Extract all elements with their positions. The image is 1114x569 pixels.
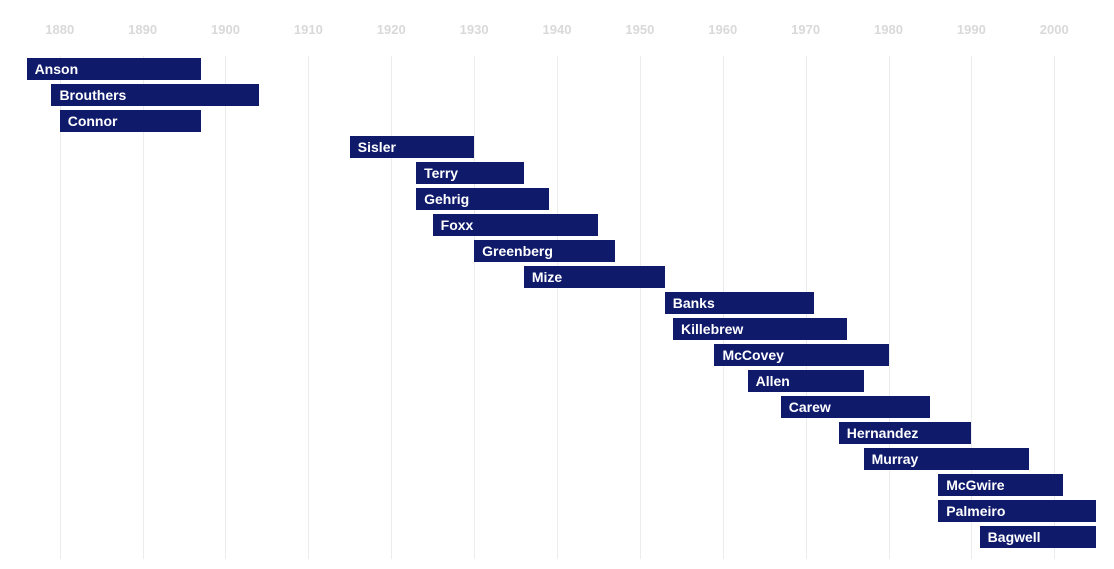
x-tick-label: 1900 xyxy=(211,22,240,37)
x-tick-label: 1920 xyxy=(377,22,406,37)
career-bar: Connor xyxy=(60,110,201,132)
career-bar-label: Anson xyxy=(35,61,79,77)
x-gridline xyxy=(391,56,392,559)
career-bar-label: Bagwell xyxy=(988,529,1041,545)
career-span-gantt-chart: 1880 1890 1900 1910 1920 1930 1940 1950 1960 1970… xyxy=(0,0,1114,569)
career-bar-label: Foxx xyxy=(441,217,474,233)
career-bar: Murray xyxy=(864,448,1030,470)
x-tick-label: 1890 xyxy=(128,22,157,37)
x-tick-label: 1990 xyxy=(957,22,986,37)
career-bar: Banks xyxy=(665,292,814,314)
career-bar: Greenberg xyxy=(474,240,615,262)
career-bar: Killebrew xyxy=(673,318,847,340)
career-bar-label: Murray xyxy=(872,451,919,467)
career-bar: Hernandez xyxy=(839,422,972,444)
career-bar-label: Mize xyxy=(532,269,562,285)
x-tick-label: 1960 xyxy=(708,22,737,37)
career-bar-label: Allen xyxy=(756,373,790,389)
career-bar-label: Carew xyxy=(789,399,831,415)
career-bar-label: Greenberg xyxy=(482,243,553,259)
career-bar: Mize xyxy=(524,266,665,288)
x-tick-label: 1940 xyxy=(543,22,572,37)
career-bar: Bagwell xyxy=(980,526,1096,548)
x-tick-label: 1950 xyxy=(625,22,654,37)
career-bar: McGwire xyxy=(938,474,1062,496)
career-bar-label: Banks xyxy=(673,295,715,311)
career-bar-label: Sisler xyxy=(358,139,396,155)
career-bar-label: Palmeiro xyxy=(946,503,1005,519)
x-tick-label: 1910 xyxy=(294,22,323,37)
x-tick-label: 1980 xyxy=(874,22,903,37)
career-bar-label: McCovey xyxy=(722,347,783,363)
career-bar-label: McGwire xyxy=(946,477,1004,493)
career-bar-label: Connor xyxy=(68,113,118,129)
x-tick-label: 1930 xyxy=(460,22,489,37)
career-bar: Brouthers xyxy=(51,84,258,106)
career-bar: Palmeiro xyxy=(938,500,1095,522)
x-gridline xyxy=(557,56,558,559)
x-tick-label: 1970 xyxy=(791,22,820,37)
x-gridline xyxy=(889,56,890,559)
career-bar: McCovey xyxy=(714,344,888,366)
x-gridline xyxy=(225,56,226,559)
career-bar: Anson xyxy=(27,58,201,80)
x-gridline xyxy=(474,56,475,559)
career-bar: Terry xyxy=(416,162,524,184)
career-bar: Foxx xyxy=(433,214,599,236)
career-bar-label: Gehrig xyxy=(424,191,469,207)
career-bar: Carew xyxy=(781,396,930,418)
x-gridline xyxy=(640,56,641,559)
career-bar-label: Brouthers xyxy=(59,87,126,103)
career-bar: Sisler xyxy=(350,136,474,158)
career-bar: Gehrig xyxy=(416,188,549,210)
career-bar-label: Hernandez xyxy=(847,425,919,441)
career-bar: Allen xyxy=(748,370,864,392)
x-tick-label: 2000 xyxy=(1040,22,1069,37)
x-gridline xyxy=(308,56,309,559)
x-tick-label: 1880 xyxy=(45,22,74,37)
career-bar-label: Terry xyxy=(424,165,458,181)
career-bar-label: Killebrew xyxy=(681,321,743,337)
